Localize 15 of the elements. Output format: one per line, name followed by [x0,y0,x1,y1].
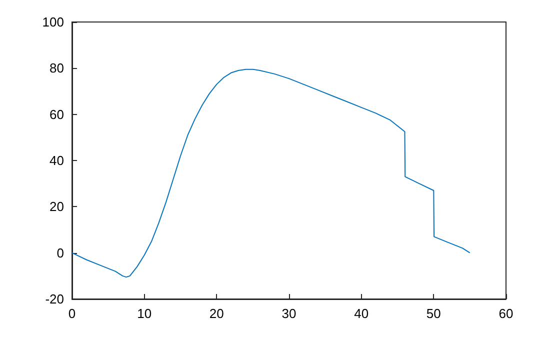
y-tick-label: -20 [45,292,64,306]
x-tick-label: 50 [426,306,441,321]
x-tick-label: 0 [68,306,76,321]
y-tick-label: 60 [50,106,64,122]
x-tick-label: 20 [209,306,224,321]
y-tick-label: 80 [50,60,64,76]
x-tick-label: 30 [282,306,296,321]
y-tick-label: 100 [42,14,64,30]
y-tick-label: 20 [50,199,64,214]
y-tick-label: 0 [56,245,64,260]
x-tick-label: 60 [498,306,514,321]
y-tick-label: 40 [50,153,64,168]
x-tick-label: 40 [354,306,369,321]
line-series [72,68,470,278]
x-tick-label: 10 [137,306,152,321]
